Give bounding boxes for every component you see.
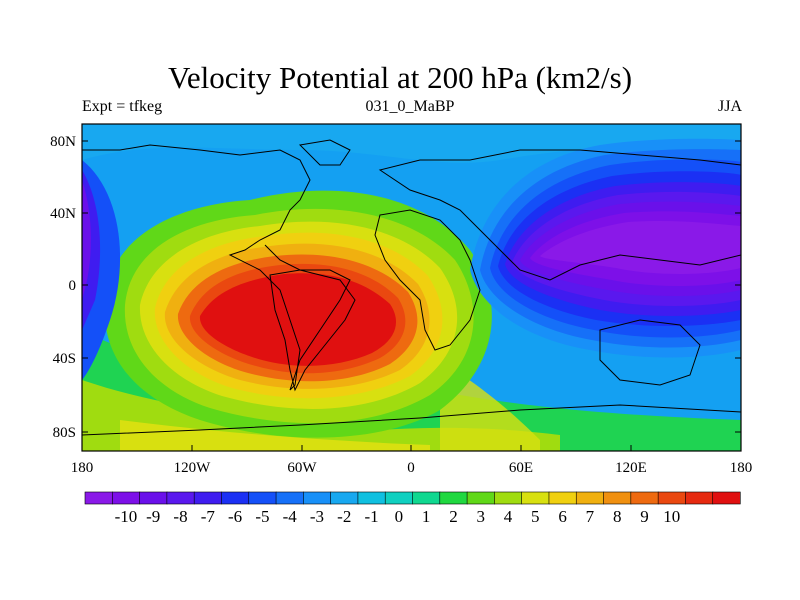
colorbar-label: 0 bbox=[395, 507, 404, 526]
x-label-180w: 180 bbox=[71, 460, 94, 476]
chart-title: Velocity Potential at 200 hPa (km2/s) bbox=[167, 60, 633, 95]
x-label-0: 0 bbox=[407, 460, 415, 476]
colorbar-label: 6 bbox=[558, 507, 567, 526]
colorbar-label: 5 bbox=[531, 507, 540, 526]
colorbar-label: 2 bbox=[449, 507, 458, 526]
colorbar-label: -1 bbox=[364, 507, 378, 526]
x-axis: 180 120W 60W 0 60E 120E 180 bbox=[71, 445, 753, 476]
colorbar-box bbox=[303, 491, 332, 505]
colorbar-label: -3 bbox=[310, 507, 324, 526]
x-label-60e: 60E bbox=[509, 460, 533, 476]
colorbar-label: 3 bbox=[476, 507, 485, 526]
field-contour-10 bbox=[199, 273, 396, 366]
colorbar-box bbox=[439, 491, 468, 505]
y-label-80s: 80S bbox=[53, 425, 76, 441]
colorbar-label: 4 bbox=[504, 507, 513, 526]
experiment-label: Expt = tfkeg bbox=[82, 98, 163, 115]
colorbar-box bbox=[548, 491, 577, 505]
colorbar-box bbox=[494, 491, 523, 505]
y-label-0: 0 bbox=[69, 278, 77, 294]
x-label-180e: 180 bbox=[730, 460, 753, 476]
colorbar-box bbox=[712, 491, 741, 505]
colorbar-box bbox=[657, 491, 687, 505]
colorbar-label: -10 bbox=[115, 507, 138, 526]
colorbar-box bbox=[575, 491, 605, 505]
colorbar-label: 8 bbox=[613, 507, 622, 526]
y-axis: 80N 40N 0 40S 80S bbox=[50, 134, 741, 441]
colorbar-box bbox=[84, 491, 113, 505]
colorbar-box bbox=[275, 491, 304, 505]
colorbar-label: 1 bbox=[422, 507, 431, 526]
coastline-eurasia bbox=[378, 149, 741, 281]
colorbar-label: 10 bbox=[663, 507, 680, 526]
field-band-south-yellow bbox=[120, 420, 430, 451]
colorbar-label: -8 bbox=[173, 507, 187, 526]
coastline-australia bbox=[599, 319, 701, 386]
colorbar-box bbox=[193, 491, 223, 505]
y-label-40s: 40S bbox=[53, 351, 76, 367]
coastline-africa bbox=[374, 209, 481, 351]
colorbar-box bbox=[685, 491, 714, 505]
colorbar-box bbox=[357, 491, 386, 505]
coastlines bbox=[82, 139, 741, 436]
x-label-120w: 120W bbox=[174, 460, 212, 476]
case-label: 031_0_MaBP bbox=[365, 98, 455, 115]
colorbar-box bbox=[384, 491, 414, 505]
colorbar-label: -6 bbox=[228, 507, 242, 526]
colorbar-box bbox=[111, 491, 141, 505]
coastline-americas bbox=[82, 144, 351, 391]
coastline-greenland bbox=[298, 139, 351, 166]
field-west-lobe-core bbox=[82, 180, 91, 300]
colorbar-box bbox=[521, 491, 550, 505]
colorbar-label: -5 bbox=[255, 507, 269, 526]
colorbar-label: 7 bbox=[586, 507, 595, 526]
season-label: JJA bbox=[717, 98, 742, 115]
coastline-south-america bbox=[269, 269, 356, 392]
colorbar-label: 9 bbox=[640, 507, 649, 526]
field-contour-neg10 bbox=[540, 220, 741, 274]
y-label-80n: 80N bbox=[50, 134, 76, 150]
colorbar-label: -2 bbox=[337, 507, 351, 526]
x-label-120e: 120E bbox=[615, 460, 647, 476]
colorbar-box bbox=[139, 491, 168, 505]
coastline-antarctica bbox=[82, 404, 741, 436]
colorbar: -10 -9 -8 -7 -6 -5 -4 -3 -2 -1 0 1 2 3 4 5 6 7 8 9 10 bbox=[84, 491, 741, 526]
colorbar-box bbox=[466, 491, 495, 505]
colorbar-box bbox=[248, 491, 277, 505]
velocity-potential-field bbox=[82, 124, 741, 451]
y-label-40n: 40N bbox=[50, 206, 76, 222]
colorbar-label: -7 bbox=[201, 507, 216, 526]
colorbar-box bbox=[330, 491, 359, 505]
colorbar-box bbox=[221, 491, 250, 505]
colorbar-box bbox=[412, 491, 441, 505]
colorbar-box bbox=[603, 491, 632, 505]
colorbar-box bbox=[166, 491, 195, 505]
colorbar-label: -9 bbox=[146, 507, 160, 526]
field-north-band bbox=[82, 124, 741, 163]
colorbar-box bbox=[630, 491, 659, 505]
x-label-60w: 60W bbox=[287, 460, 317, 476]
colorbar-label: -4 bbox=[283, 507, 298, 526]
